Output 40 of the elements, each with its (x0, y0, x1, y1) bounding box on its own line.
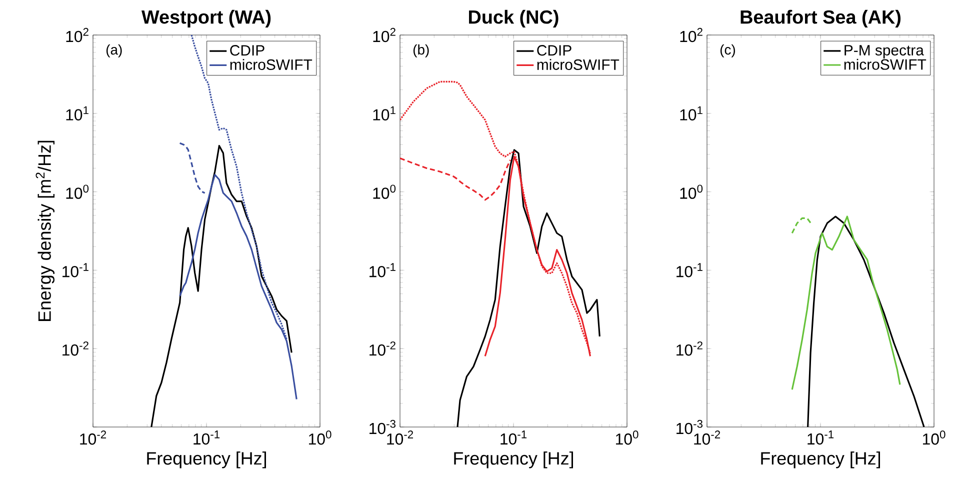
x-tick-label: 10$^{0}$ (309, 430, 332, 445)
y-axis-title: Energy density [m$^{2}$/Hz] (36, 140, 54, 321)
y-tick-label: 10$^{-2}$ (676, 342, 702, 356)
x-axis-title: Frequency [Hz] (761, 452, 880, 468)
line-series (179, 142, 206, 194)
x-axis-title: Frequency [Hz] (454, 452, 573, 468)
legend-label: P-M spectra (844, 45, 924, 58)
x-axis-title: Frequency [Hz] (147, 452, 266, 468)
chart-title: Beaufort Sea (AK) (740, 10, 901, 28)
y-tick-label: 10$^{0}$ (373, 184, 396, 199)
y-tick-label: 10$^{1}$ (680, 106, 702, 120)
y-tick-label: 10$^{-1}$ (62, 263, 88, 278)
y-tick-label: 10$^{-1}$ (676, 263, 702, 278)
x-tick-label: 10$^{-1}$ (500, 430, 527, 445)
legend-label: microSWIFT (230, 58, 312, 70)
y-tick-label: 10$^{1}$ (373, 106, 396, 120)
x-tick-label: 10$^{-2}$ (80, 430, 106, 445)
y-tick-label: 10$^{2}$ (66, 28, 88, 42)
y-tick-label: 10$^{-1}$ (370, 263, 396, 278)
y-tick-label: 10$^{-2}$ (62, 342, 88, 356)
legend-label: CDIP (230, 45, 264, 56)
legend-label: microSWIFT (537, 58, 620, 70)
chart-title: Westport (WA) (142, 10, 271, 28)
chart-title: Duck (NC) (469, 10, 558, 28)
y-tick-label: 10$^{0}$ (680, 184, 703, 199)
y-tick-label: 10$^{0}$ (66, 184, 89, 199)
y-tick-label: 10$^{1}$ (66, 106, 88, 120)
annotation: (c) (720, 44, 736, 58)
x-tick-label: 10$^{-1}$ (808, 430, 834, 445)
annotation: (b) (413, 44, 429, 58)
y-tick-label: 10$^{-2}$ (370, 342, 396, 356)
x-tick-label: 10$^{0}$ (923, 430, 946, 445)
x-tick-label: 10$^{-1}$ (194, 430, 220, 445)
y-tick-label: 10$^{2}$ (373, 28, 396, 42)
annotation: (a) (106, 44, 122, 58)
line-series (791, 217, 813, 234)
legend-label: microSWIFT (844, 58, 926, 70)
x-tick-label: 10$^{0}$ (616, 430, 638, 445)
y-tick-label: 10$^{2}$ (680, 28, 702, 42)
legend-label: CDIP (537, 45, 572, 56)
